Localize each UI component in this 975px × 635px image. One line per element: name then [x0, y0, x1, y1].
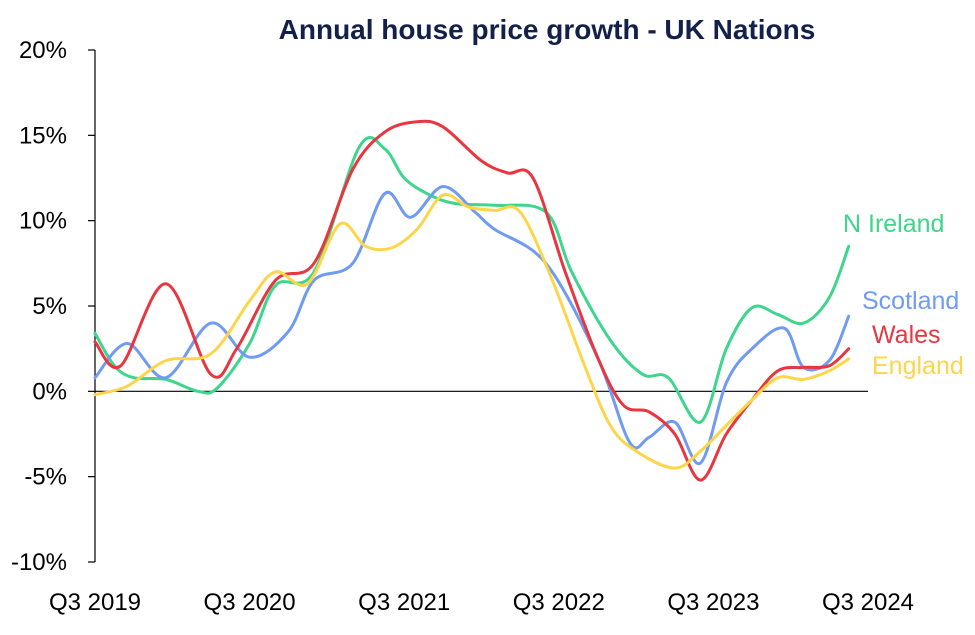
y-tick-label: 20% [19, 37, 67, 64]
series-line-scotland [93, 185, 851, 465]
y-tick-label: -10% [11, 549, 67, 576]
series-line-england [93, 192, 851, 470]
y-axis: 20% 15% 10% 5% 0% -5% -10% [11, 37, 96, 576]
y-tick-label: 0% [32, 378, 67, 405]
x-tick-label: Q3 2023 [667, 589, 759, 616]
chart-title: Annual house price growth - UK Nations [279, 14, 816, 45]
y-tick-label: 5% [32, 293, 67, 320]
x-tick-label: Q3 2021 [358, 589, 450, 616]
series-line-n-ireland [93, 136, 851, 424]
series-label-scotland: Scotland [862, 287, 959, 315]
y-tick-label: 15% [19, 122, 67, 149]
x-tick-label: Q3 2020 [204, 589, 296, 616]
x-tick-label: Q3 2024 [822, 589, 914, 616]
x-tick-label: Q3 2022 [513, 589, 605, 616]
series-label-n-ireland: N Ireland [843, 210, 944, 238]
series-label-england: England [872, 352, 964, 380]
y-tick-label: -5% [24, 464, 67, 491]
x-tick-label: Q3 2019 [49, 589, 141, 616]
series-label-wales: Wales [872, 321, 941, 349]
series-layer [93, 119, 851, 482]
x-axis: Q3 2019 Q3 2020 Q3 2021 Q3 2022 Q3 2023 Q3 20… [49, 390, 914, 616]
series-line-wales [93, 119, 851, 482]
y-tick-label: 10% [19, 208, 67, 235]
series-label-layer: N Ireland Scotland Wales England [843, 210, 964, 380]
